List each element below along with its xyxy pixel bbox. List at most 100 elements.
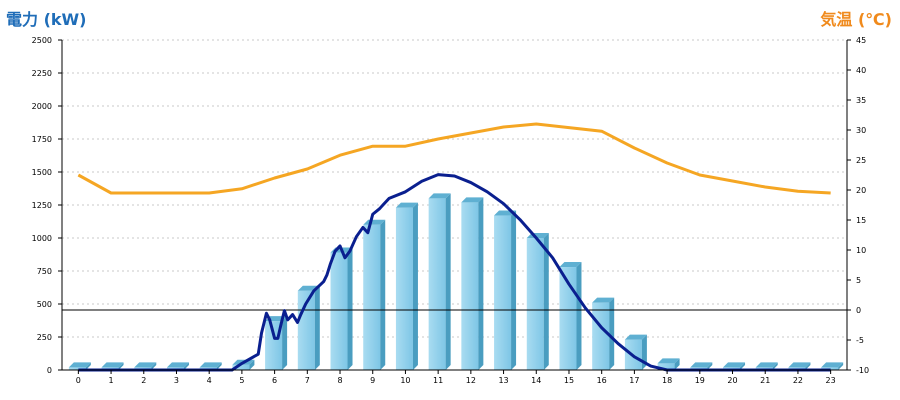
bar-side [511,210,517,370]
bar-top [723,362,746,368]
bar-top [755,362,778,368]
x-tick-label: 19 [695,376,705,385]
right-tick-label: 35 [856,96,866,105]
x-tick-label: 14 [531,376,541,385]
left-tick-label: 0 [47,366,52,375]
bar-side [445,193,451,370]
bar-top [559,262,582,268]
bar-side [118,362,124,370]
right-axis-title: 気温 (℃) [820,10,892,29]
bar-top [101,362,124,368]
left-tick-label: 500 [37,300,52,309]
right-tick-label: 45 [856,36,866,45]
bar-top [68,362,91,368]
left-tick-label: 1000 [32,234,52,243]
x-tick-label: 16 [597,376,607,385]
bar-side [674,358,680,370]
left-tick-label: 750 [37,267,52,276]
x-tick-label: 15 [564,376,574,385]
bar-side [707,362,713,370]
x-tick-label: 23 [826,376,836,385]
bar [494,215,512,370]
bar-side [314,285,320,370]
left-tick-label: 1500 [32,168,52,177]
left-axis-title: 電力 (kW) [6,10,87,29]
x-tick-label: 10 [400,376,410,385]
right-tick-label: 25 [856,156,866,165]
bar-top [690,362,713,368]
bar-side [216,362,222,370]
bar-side [412,202,418,370]
bar-side [478,197,484,370]
temperature-line [77,122,831,195]
left-tick-label: 2000 [32,102,52,111]
right-tick-label: 0 [856,306,861,315]
bar-side [282,316,288,370]
x-tick-label: 6 [272,376,277,385]
bar-side [249,359,255,370]
bar-side [838,362,844,370]
bar-top [788,362,811,368]
right-tick-label: -10 [856,366,869,375]
bar [330,252,348,370]
left-tick-label: 1250 [32,201,52,210]
bar-side [380,219,386,370]
bar [395,207,413,370]
x-tick-label: 17 [629,376,639,385]
x-tick-label: 13 [498,376,508,385]
x-tick-label: 12 [466,376,476,385]
right-tick-label: 10 [856,246,866,255]
left-tick-label: 2250 [32,69,52,78]
bar-top [592,297,615,303]
bar [428,198,446,370]
bar-side [183,362,189,370]
right-tick-label: 20 [856,186,866,195]
bar-top [134,362,157,368]
bar-side [576,262,582,370]
bar [232,364,250,370]
x-tick-label: 22 [793,376,803,385]
bar [592,302,610,370]
bar-top [821,362,844,368]
bar-side [347,247,353,370]
bar-top [199,362,222,368]
x-tick-label: 18 [662,376,672,385]
left-tick-label: 2500 [32,36,52,45]
right-tick-label: -5 [856,336,864,345]
right-tick-label: 5 [856,276,861,285]
bar-top [395,202,418,208]
x-tick-label: 1 [109,376,114,385]
right-tick-label: 30 [856,126,866,135]
bar-top [657,358,680,364]
x-tick-label: 5 [239,376,244,385]
bar [526,238,544,370]
bar-side [805,362,811,370]
x-tick-label: 0 [76,376,81,385]
bar [363,224,381,370]
bar [68,367,86,370]
left-tick-label: 1750 [32,135,52,144]
bar-side [740,362,746,370]
x-tick-label: 2 [141,376,146,385]
x-tick-label: 4 [207,376,212,385]
bar [461,202,479,370]
bar-top [461,197,484,203]
x-tick-label: 9 [370,376,375,385]
bar-side [85,362,91,370]
x-tick-label: 11 [433,376,443,385]
bar-side [151,362,157,370]
bar-top [428,193,451,199]
x-tick-label: 8 [337,376,342,385]
left-tick-label: 250 [37,333,52,342]
x-tick-label: 20 [727,376,737,385]
right-tick-label: 15 [856,216,866,225]
bar-top [166,362,189,368]
bar [559,267,577,370]
bar [657,363,675,370]
x-tick-label: 7 [305,376,310,385]
bar-side [609,297,615,370]
x-tick-label: 21 [760,376,770,385]
x-tick-label: 3 [174,376,179,385]
